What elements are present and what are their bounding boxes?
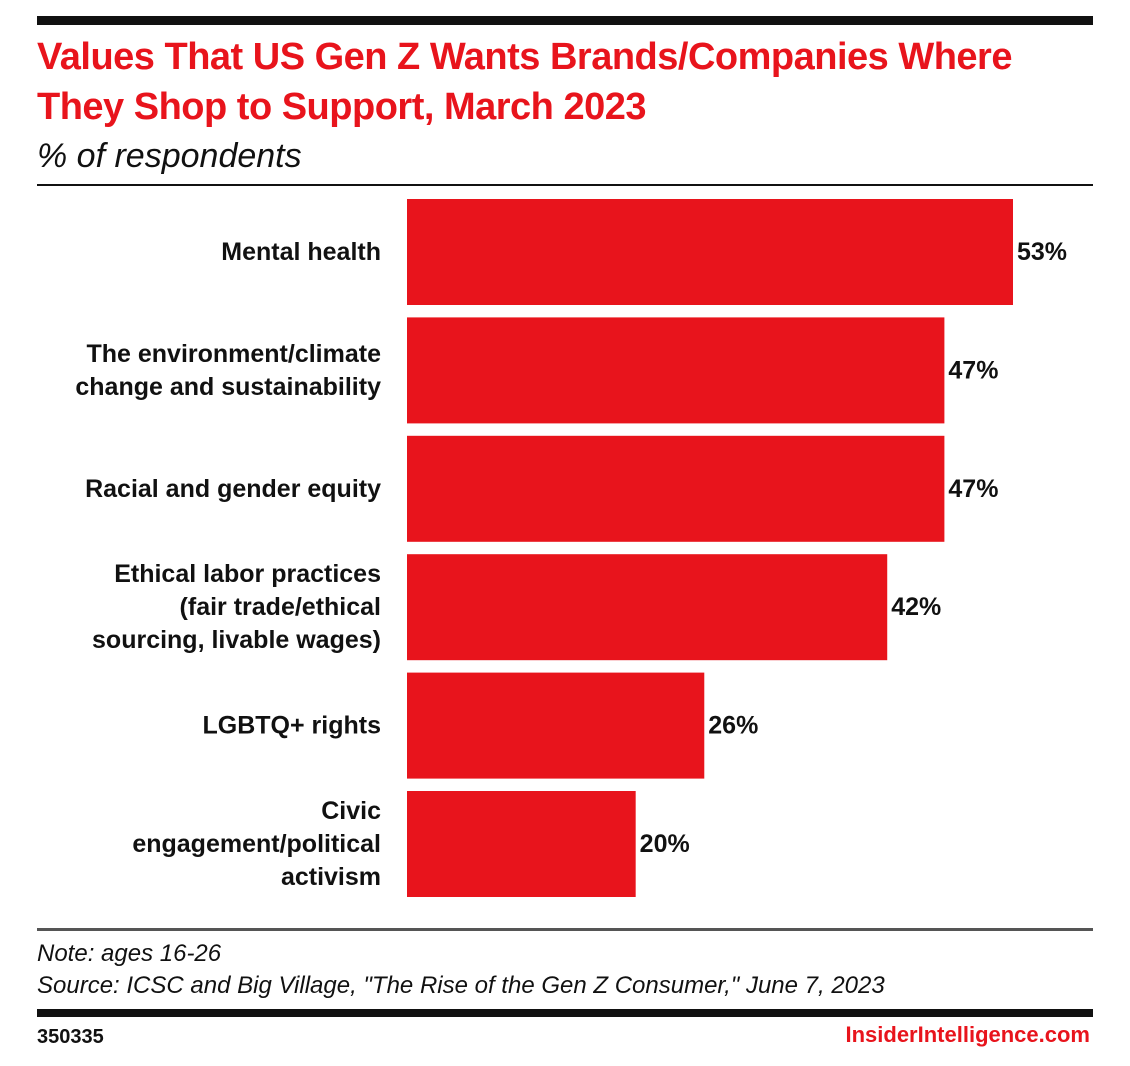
value-labels: 53% 47% 47% 42% 26% 20% [640, 238, 1067, 858]
footer-bottom-rule [37, 1009, 1093, 1017]
bar-3 [407, 435, 945, 542]
value-label-4: 42% [891, 593, 941, 621]
chart-note: Note: ages 16-26 [37, 940, 222, 967]
category-label-4: Ethical labor practices (fair trade/ethic… [92, 560, 381, 654]
bar-chart: Mental health The environment/climate chan… [75, 199, 1067, 897]
value-label-1: 53% [1017, 238, 1067, 266]
value-label-3: 47% [948, 475, 998, 503]
footer-top-rule [37, 928, 1093, 931]
category-label-3: Racial and gender equity [85, 475, 381, 503]
chart-title: Values That US Gen Z Wants Brands/Compan… [37, 36, 1012, 128]
top-rule [37, 16, 1093, 25]
subtitle-rule [37, 184, 1093, 186]
bar-1 [407, 199, 1013, 305]
bar-4 [407, 554, 888, 661]
chart-subtitle: % of respondents [37, 137, 302, 175]
bars [407, 199, 1013, 897]
bar-6 [407, 791, 636, 897]
chart-source: Source: ICSC and Big Village, "The Rise … [37, 972, 885, 999]
brand-link[interactable]: InsiderIntelligence.com [845, 1022, 1090, 1047]
chart-id: 350335 [37, 1026, 104, 1048]
category-label-5: LGBTQ+ rights [203, 712, 381, 740]
category-label-2: The environment/climate change and sustai… [75, 340, 381, 401]
category-labels: Mental health The environment/climate chan… [75, 238, 381, 891]
category-label-1: Mental health [221, 238, 381, 266]
value-label-2: 47% [948, 356, 998, 384]
value-label-6: 20% [640, 830, 690, 858]
category-label-6: Civic engagement/political activism [132, 797, 381, 891]
bar-2 [407, 317, 945, 424]
value-label-5: 26% [708, 712, 758, 740]
bar-5 [407, 672, 705, 779]
